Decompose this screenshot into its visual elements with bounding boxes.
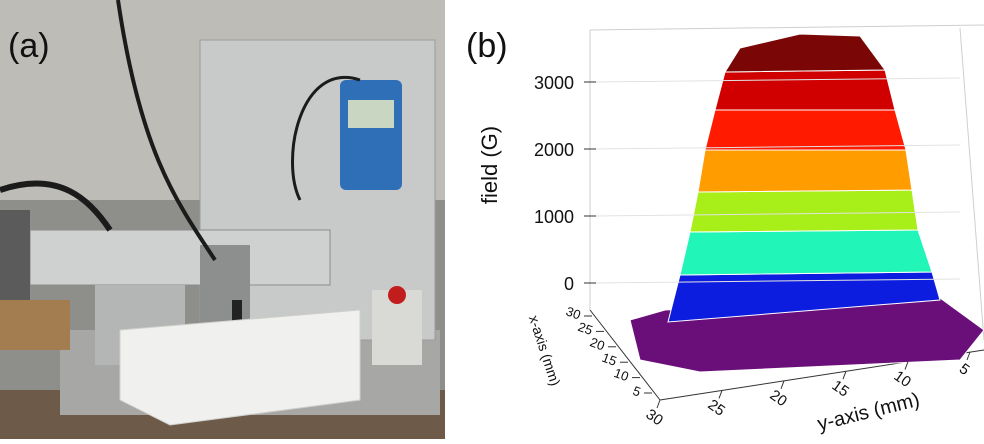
photo [0, 0, 445, 439]
y-tick-label: 10 [891, 367, 914, 390]
y-tick [842, 371, 847, 380]
x-tick-label: 20 [588, 334, 607, 353]
grid-line [595, 144, 961, 150]
grid-line [595, 77, 961, 83]
x-axis-label: x-axis (mm) [526, 313, 564, 387]
z-tick-label: 2000 [534, 140, 574, 160]
y-axis-label: y-axis (mm) [815, 389, 922, 436]
y-tick-label: 5 [956, 360, 973, 379]
grid-line [595, 211, 961, 217]
y-tick [780, 380, 785, 389]
y-tick-label: 15 [829, 377, 852, 400]
panel-label: (b) [466, 27, 508, 65]
x-tick-label: 10 [612, 365, 631, 384]
y-tick [904, 361, 909, 370]
x-tick-label: 5 [631, 383, 643, 400]
y-tick-label: 30 [643, 406, 666, 429]
grid-line [595, 278, 961, 284]
y-tick [656, 399, 661, 409]
y-tick-label: 25 [705, 396, 728, 419]
y-tick-label: 20 [767, 387, 790, 410]
x-tick-label: 30 [564, 304, 583, 323]
y-tick [966, 351, 971, 361]
z-tick-label: 3000 [534, 73, 574, 93]
panel-label: (a) [8, 27, 50, 65]
surface [629, 33, 984, 373]
z-tick-label: 0 [564, 274, 574, 294]
y-tick [718, 390, 723, 399]
z-tick-label: 1000 [534, 207, 574, 227]
x-tick-label: 25 [576, 319, 595, 338]
z-axis-label: field (G) [477, 126, 502, 204]
x-tick-label: 15 [600, 350, 619, 369]
